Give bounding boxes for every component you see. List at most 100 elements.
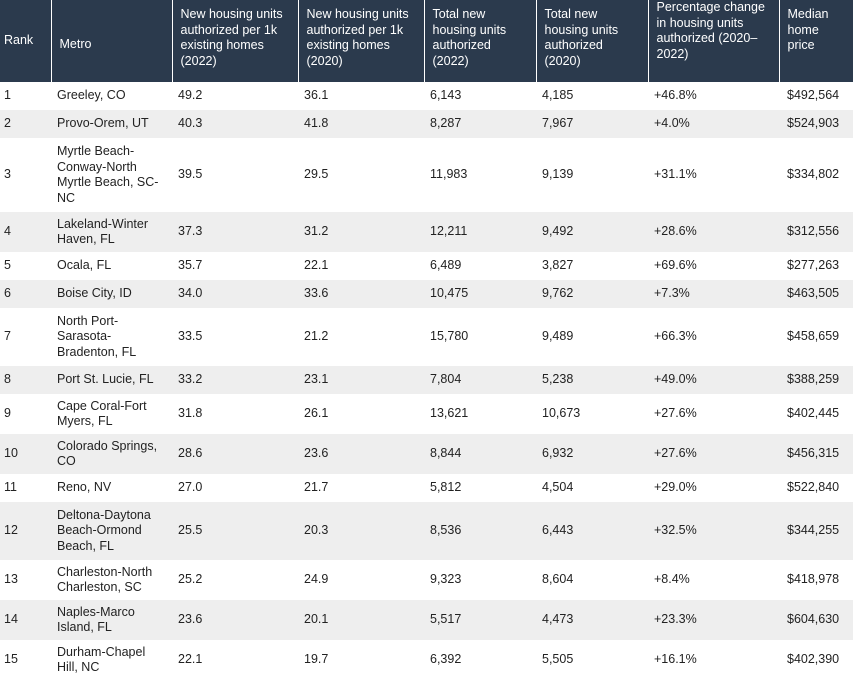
table-row: 9 Cape Coral-Fort Myers, FL 31.8 26.1 13,621… xyxy=(0,394,853,434)
cell-rank: 7 xyxy=(0,308,51,366)
cell-units-per-1k-2020: 21.2 xyxy=(298,308,424,366)
cell-units-per-1k-2022: 34.0 xyxy=(172,280,298,308)
cell-rank: 2 xyxy=(0,110,51,138)
cell-units-per-1k-2020: 20.1 xyxy=(298,600,424,640)
cell-rank: 4 xyxy=(0,212,51,252)
cell-metro: Port St. Lucie, FL xyxy=(51,366,172,394)
cell-total-units-2020: 10,673 xyxy=(536,394,648,434)
cell-total-units-2022: 10,475 xyxy=(424,280,536,308)
cell-units-per-1k-2022: 31.8 xyxy=(172,394,298,434)
table-row: 14 Naples-Marco Island, FL 23.6 20.1 5,517 4,… xyxy=(0,600,853,640)
cell-units-per-1k-2022: 39.5 xyxy=(172,138,298,212)
table-row: 13 Charleston-North Charleston, SC 25.2 24.… xyxy=(0,560,853,600)
cell-total-units-2022: 8,287 xyxy=(424,110,536,138)
table-row: 15 Durham-Chapel Hill, NC 22.1 19.7 6,392 5,5… xyxy=(0,640,853,680)
cell-units-per-1k-2020: 20.3 xyxy=(298,502,424,560)
cell-total-units-2020: 4,185 xyxy=(536,82,648,110)
cell-units-per-1k-2022: 37.3 xyxy=(172,212,298,252)
cell-total-units-2020: 5,238 xyxy=(536,366,648,394)
cell-median-price: $344,255 xyxy=(779,502,853,560)
cell-units-per-1k-2022: 25.5 xyxy=(172,502,298,560)
column-header-units-per-1k-2020: New housing units authorized per 1k exis… xyxy=(298,0,425,82)
cell-units-per-1k-2020: 21.7 xyxy=(298,474,424,502)
table-row: 1 Greeley, CO 49.2 36.1 6,143 4,185 +46.8% $492… xyxy=(0,82,853,110)
cell-units-per-1k-2020: 36.1 xyxy=(298,82,424,110)
cell-total-units-2020: 4,473 xyxy=(536,600,648,640)
cell-percent-change: +16.1% xyxy=(648,640,779,680)
table-row: 3 Myrtle Beach-Conway-North Myrtle Beach,… xyxy=(0,138,853,212)
cell-total-units-2020: 6,932 xyxy=(536,434,648,474)
cell-metro: Reno, NV xyxy=(51,474,172,502)
cell-rank: 6 xyxy=(0,280,51,308)
cell-total-units-2022: 9,323 xyxy=(424,560,536,600)
cell-median-price: $312,556 xyxy=(779,212,853,252)
cell-metro: Ocala, FL xyxy=(51,252,172,280)
cell-total-units-2020: 9,489 xyxy=(536,308,648,366)
cell-percent-change: +29.0% xyxy=(648,474,779,502)
cell-median-price: $388,259 xyxy=(779,366,853,394)
cell-units-per-1k-2020: 22.1 xyxy=(298,252,424,280)
column-header-units-per-1k-2022: New housing units authorized per 1k exis… xyxy=(172,0,299,82)
cell-units-per-1k-2022: 23.6 xyxy=(172,600,298,640)
cell-total-units-2020: 9,139 xyxy=(536,138,648,212)
cell-units-per-1k-2022: 28.6 xyxy=(172,434,298,474)
cell-units-per-1k-2020: 23.1 xyxy=(298,366,424,394)
cell-rank: 12 xyxy=(0,502,51,560)
cell-median-price: $524,903 xyxy=(779,110,853,138)
cell-units-per-1k-2020: 24.9 xyxy=(298,560,424,600)
cell-rank: 13 xyxy=(0,560,51,600)
column-header-metro: Metro xyxy=(51,0,173,82)
cell-total-units-2020: 7,967 xyxy=(536,110,648,138)
cell-median-price: $463,505 xyxy=(779,280,853,308)
cell-percent-change: +8.4% xyxy=(648,560,779,600)
cell-metro: Provo-Orem, UT xyxy=(51,110,172,138)
cell-median-price: $492,564 xyxy=(779,82,853,110)
cell-median-price: $277,263 xyxy=(779,252,853,280)
cell-percent-change: +49.0% xyxy=(648,366,779,394)
cell-total-units-2022: 12,211 xyxy=(424,212,536,252)
cell-units-per-1k-2020: 41.8 xyxy=(298,110,424,138)
column-header-total-units-2022: Total new housing units authorized (2022… xyxy=(424,0,537,82)
table-row: 4 Lakeland-Winter Haven, FL 37.3 31.2 12,211… xyxy=(0,212,853,252)
cell-total-units-2022: 6,143 xyxy=(424,82,536,110)
header-row: Rank Metro New housing units authorized pe… xyxy=(0,0,853,82)
cell-total-units-2022: 13,621 xyxy=(424,394,536,434)
cell-metro: Deltona-Daytona Beach-Ormond Beach, FL xyxy=(51,502,172,560)
cell-total-units-2022: 7,804 xyxy=(424,366,536,394)
cell-total-units-2022: 8,844 xyxy=(424,434,536,474)
cell-units-per-1k-2020: 19.7 xyxy=(298,640,424,680)
cell-rank: 10 xyxy=(0,434,51,474)
table-row: 7 North Port-Sarasota-Bradenton, FL 33.5 21… xyxy=(0,308,853,366)
cell-units-per-1k-2022: 22.1 xyxy=(172,640,298,680)
cell-rank: 9 xyxy=(0,394,51,434)
cell-percent-change: +66.3% xyxy=(648,308,779,366)
cell-total-units-2020: 3,827 xyxy=(536,252,648,280)
cell-metro: Charleston-North Charleston, SC xyxy=(51,560,172,600)
cell-total-units-2020: 5,505 xyxy=(536,640,648,680)
cell-metro: Greeley, CO xyxy=(51,82,172,110)
cell-percent-change: +31.1% xyxy=(648,138,779,212)
cell-metro: Colorado Springs, CO xyxy=(51,434,172,474)
cell-percent-change: +46.8% xyxy=(648,82,779,110)
cell-total-units-2022: 8,536 xyxy=(424,502,536,560)
cell-median-price: $456,315 xyxy=(779,434,853,474)
table-row: 10 Colorado Springs, CO 28.6 23.6 8,844 6,932… xyxy=(0,434,853,474)
cell-metro: North Port-Sarasota-Bradenton, FL xyxy=(51,308,172,366)
table-row: 5 Ocala, FL 35.7 22.1 6,489 3,827 +69.6% $277,2… xyxy=(0,252,853,280)
cell-median-price: $418,978 xyxy=(779,560,853,600)
table-row: 8 Port St. Lucie, FL 33.2 23.1 7,804 5,238 +49… xyxy=(0,366,853,394)
cell-total-units-2020: 9,492 xyxy=(536,212,648,252)
cell-units-per-1k-2022: 33.5 xyxy=(172,308,298,366)
cell-units-per-1k-2022: 35.7 xyxy=(172,252,298,280)
cell-units-per-1k-2020: 33.6 xyxy=(298,280,424,308)
cell-rank: 8 xyxy=(0,366,51,394)
cell-percent-change: +28.6% xyxy=(648,212,779,252)
cell-metro: Durham-Chapel Hill, NC xyxy=(51,640,172,680)
table-header: Rank Metro New housing units authorized pe… xyxy=(0,0,853,82)
cell-median-price: $458,659 xyxy=(779,308,853,366)
cell-percent-change: +27.6% xyxy=(648,434,779,474)
cell-units-per-1k-2020: 26.1 xyxy=(298,394,424,434)
cell-percent-change: +69.6% xyxy=(648,252,779,280)
cell-rank: 5 xyxy=(0,252,51,280)
